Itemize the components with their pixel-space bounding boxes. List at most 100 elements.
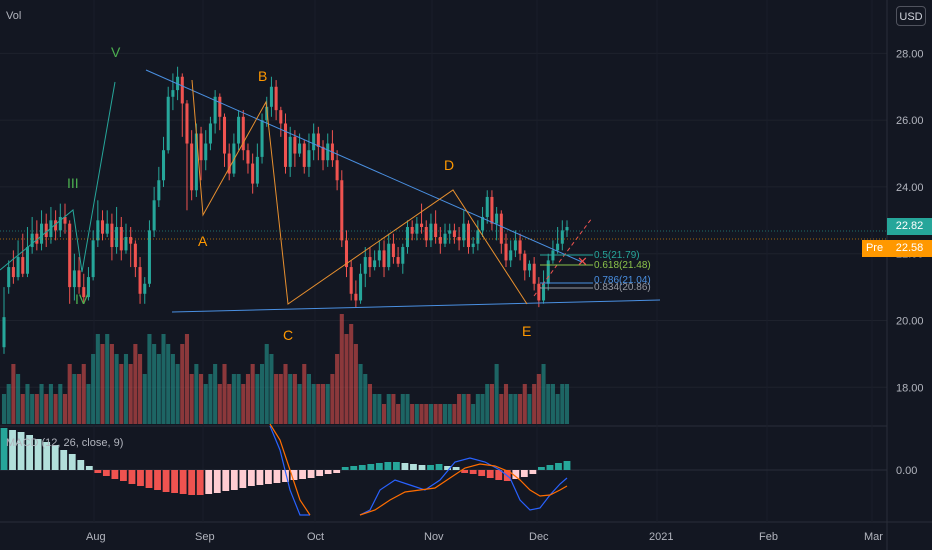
candle-body[interactable] bbox=[518, 240, 522, 254]
candle-body[interactable] bbox=[448, 230, 452, 234]
candle-body[interactable] bbox=[274, 86, 278, 111]
candle-body[interactable] bbox=[30, 233, 34, 248]
candle-body[interactable] bbox=[204, 143, 208, 161]
candle-body[interactable] bbox=[246, 150, 250, 164]
candle-body[interactable] bbox=[77, 270, 81, 288]
candle-body[interactable] bbox=[110, 223, 114, 248]
candle-body[interactable] bbox=[363, 257, 367, 274]
candle-body[interactable] bbox=[232, 143, 236, 174]
candle-body[interactable] bbox=[321, 146, 325, 161]
candle-body[interactable] bbox=[344, 240, 349, 268]
candle-body[interactable] bbox=[316, 133, 320, 147]
candle-body[interactable] bbox=[293, 136, 297, 154]
candle-body[interactable] bbox=[237, 116, 241, 144]
candle-body[interactable] bbox=[96, 220, 100, 241]
candle-body[interactable] bbox=[25, 247, 29, 274]
candle-body[interactable] bbox=[199, 133, 203, 161]
candle-body[interactable] bbox=[438, 237, 442, 244]
candle-body[interactable] bbox=[91, 240, 95, 278]
candle-body[interactable] bbox=[180, 76, 184, 104]
candle-body[interactable] bbox=[157, 180, 161, 201]
candle-body[interactable] bbox=[190, 143, 194, 191]
candle-body[interactable] bbox=[387, 243, 391, 268]
candle-body[interactable] bbox=[171, 90, 175, 97]
candle-body[interactable] bbox=[462, 223, 466, 241]
candle-body[interactable] bbox=[471, 243, 475, 248]
candle-body[interactable] bbox=[476, 230, 480, 244]
candle-body[interactable] bbox=[208, 123, 212, 144]
candle-body[interactable] bbox=[265, 106, 269, 121]
candle-body[interactable] bbox=[349, 267, 353, 294]
candle-body[interactable] bbox=[373, 260, 377, 268]
candle-body[interactable] bbox=[302, 143, 306, 167]
x-axis[interactable]: Aug Sep Oct Nov Dec 2021 Feb Mar bbox=[86, 531, 883, 543]
candle-body[interactable] bbox=[260, 120, 264, 157]
candle-body[interactable] bbox=[490, 196, 494, 224]
candle-body[interactable] bbox=[218, 96, 222, 117]
candle-body[interactable] bbox=[481, 216, 485, 231]
candle-body[interactable] bbox=[185, 103, 189, 144]
candle-body[interactable] bbox=[44, 223, 48, 238]
candle-body[interactable] bbox=[513, 240, 517, 251]
candle-body[interactable] bbox=[405, 227, 410, 248]
candle-body[interactable] bbox=[279, 110, 283, 124]
candle-body[interactable] bbox=[307, 150, 311, 167]
candle-body[interactable] bbox=[213, 96, 217, 124]
candle-body[interactable] bbox=[241, 116, 245, 151]
candle-body[interactable] bbox=[227, 153, 231, 174]
macd-indicator-label[interactable]: MACD (12, 26, close, 9) bbox=[6, 437, 124, 449]
candle-body[interactable] bbox=[368, 257, 372, 268]
candle-body[interactable] bbox=[546, 260, 550, 284]
candle-body[interactable] bbox=[495, 213, 499, 224]
candle-body[interactable] bbox=[565, 227, 569, 231]
candle-body[interactable] bbox=[194, 133, 198, 191]
candle-body[interactable] bbox=[21, 257, 25, 274]
candle-body[interactable] bbox=[143, 283, 147, 294]
candle-body[interactable] bbox=[415, 223, 419, 234]
candle-body[interactable] bbox=[54, 220, 58, 231]
candle-body[interactable] bbox=[452, 230, 456, 238]
candle-body[interactable] bbox=[504, 243, 508, 261]
candle-body[interactable] bbox=[152, 200, 156, 231]
candle-body[interactable] bbox=[359, 273, 363, 301]
candle-body[interactable] bbox=[147, 230, 151, 284]
candle-body[interactable] bbox=[485, 196, 489, 217]
candle-body[interactable] bbox=[129, 237, 133, 244]
candle-body[interactable] bbox=[7, 267, 11, 288]
candle-body[interactable] bbox=[532, 263, 536, 284]
candle-body[interactable] bbox=[115, 227, 119, 248]
candle-body[interactable] bbox=[509, 250, 513, 261]
candle-body[interactable] bbox=[382, 250, 386, 268]
candle-body[interactable] bbox=[443, 233, 447, 244]
candle-body[interactable] bbox=[269, 86, 273, 107]
candle-body[interactable] bbox=[119, 227, 123, 251]
candle-body[interactable] bbox=[396, 257, 400, 264]
candle-body[interactable] bbox=[288, 136, 292, 167]
candle-body[interactable] bbox=[537, 283, 541, 301]
candle-body[interactable] bbox=[410, 227, 414, 234]
candle-body[interactable] bbox=[391, 243, 395, 258]
candle-body[interactable] bbox=[133, 243, 137, 268]
candle-body[interactable] bbox=[251, 163, 255, 184]
candle-body[interactable] bbox=[16, 257, 20, 278]
candle-body[interactable] bbox=[82, 287, 86, 298]
candle-body[interactable] bbox=[68, 223, 72, 288]
candle-body[interactable] bbox=[424, 227, 428, 241]
candle-body[interactable] bbox=[124, 237, 128, 251]
candle-body[interactable] bbox=[58, 216, 62, 231]
candle-body[interactable] bbox=[40, 223, 44, 244]
candle-body[interactable] bbox=[354, 293, 358, 301]
candle-body[interactable] bbox=[161, 150, 166, 181]
candle-body[interactable] bbox=[466, 223, 470, 248]
candle-body[interactable] bbox=[429, 223, 433, 241]
candle-body[interactable] bbox=[166, 96, 170, 151]
candle-body[interactable] bbox=[312, 133, 316, 151]
candle-body[interactable] bbox=[420, 223, 424, 227]
candle-body[interactable] bbox=[298, 143, 302, 154]
candle-body[interactable] bbox=[335, 160, 339, 181]
candle-body[interactable] bbox=[283, 123, 288, 167]
candle-body[interactable] bbox=[2, 317, 6, 348]
candle-body[interactable] bbox=[527, 263, 531, 271]
